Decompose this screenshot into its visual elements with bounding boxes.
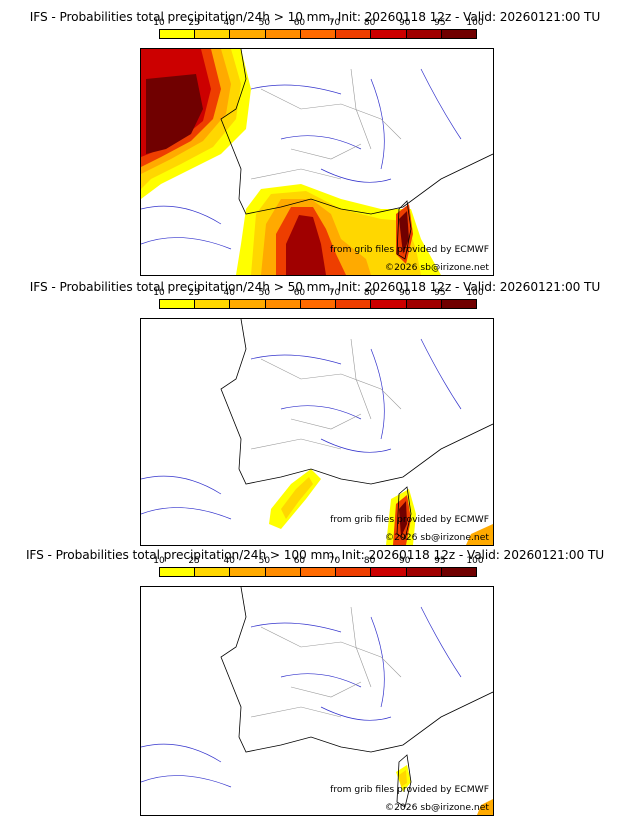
map-100mm: from grib files provided by ECMWF ©2026 …: [140, 586, 494, 816]
colorbar-segment: [406, 30, 442, 38]
colorbar-tick-label: 100: [466, 556, 484, 566]
colorbar-tick-label: 25: [188, 18, 200, 28]
colorbar-segment: [336, 30, 372, 38]
credit-copyright: ©2026 sb@irizone.net: [384, 532, 489, 543]
colorbar-tick-label: 40: [223, 556, 235, 566]
colorbar-segment: [371, 30, 407, 38]
colorbar-segment: [371, 300, 407, 308]
colorbar-tick-label: 50: [258, 288, 271, 298]
colorbar-segment: [406, 300, 442, 308]
colorbar-ticks: 10 25 40 50 60 70 80 90 95 100: [0, 556, 630, 566]
colorbar-segment: [160, 568, 196, 576]
colorbar-segment: [336, 300, 372, 308]
colorbar: [159, 567, 477, 577]
colorbar-segment: [195, 568, 231, 576]
colorbar-segment: [441, 568, 476, 576]
colorbar-segment: [300, 30, 337, 38]
panel-50mm: IFS - Probabilities total precipitation/…: [0, 280, 630, 548]
colorbar-segment: [441, 30, 476, 38]
colorbar-segment: [441, 300, 476, 308]
colorbar-segment: [265, 300, 301, 308]
colorbar-tick-label: 80: [363, 556, 376, 566]
colorbar-ticks: 10 25 40 50 60 70 80 90 95 100: [0, 288, 630, 298]
credit-copyright: ©2026 sb@irizone.net: [384, 262, 489, 273]
colorbar-tick-label: 25: [188, 288, 200, 298]
colorbar-tick-label: 60: [293, 288, 306, 298]
panel-100mm: IFS - Probabilities total precipitation/…: [0, 548, 630, 818]
panel-title: IFS - Probabilities total precipitation/…: [29, 280, 601, 294]
colorbar-tick-label: 50: [258, 556, 271, 566]
colorbar-tick-label: 10: [153, 18, 165, 28]
colorbar-tick-label: 60: [293, 556, 306, 566]
colorbar-segment: [371, 568, 407, 576]
map-50mm: from grib files provided by ECMWF ©2026 …: [140, 318, 494, 546]
credit-source: from grib files provided by ECMWF: [330, 244, 489, 255]
colorbar-tick-label: 25: [188, 556, 200, 566]
colorbar-tick-label: 80: [363, 288, 376, 298]
map-svg: [141, 587, 493, 815]
colorbar-segment: [160, 300, 196, 308]
colorbar-segment: [265, 30, 301, 38]
credit-copyright: ©2026 sb@irizone.net: [384, 802, 489, 813]
credit-source: from grib files provided by ECMWF: [330, 514, 489, 525]
colorbar-segment: [195, 300, 231, 308]
colorbar-segment: [195, 30, 231, 38]
colorbar-segment: [336, 568, 372, 576]
panel-10mm: IFS - Probabilities total precipitation/…: [0, 10, 630, 278]
colorbar-tick-label: 100: [466, 18, 484, 28]
colorbar-tick-label: 90: [399, 288, 411, 298]
colorbar-tick-label: 95: [434, 288, 446, 298]
map-10mm: from grib files provided by ECMWF ©2026 …: [140, 48, 494, 276]
colorbar-tick-label: 80: [363, 18, 376, 28]
colorbar: [159, 29, 477, 39]
colorbar-tick-label: 95: [434, 18, 446, 28]
map-svg: [141, 49, 493, 275]
colorbar-tick-label: 50: [258, 18, 271, 28]
colorbar-tick-label: 90: [399, 18, 411, 28]
colorbar-tick-label: 60: [293, 18, 306, 28]
colorbar-segment: [230, 300, 266, 308]
panel-title: IFS - Probabilities total precipitation/…: [29, 10, 601, 24]
colorbar-tick-label: 10: [153, 288, 165, 298]
colorbar-segment: [300, 568, 337, 576]
colorbar-tick-label: 90: [399, 556, 411, 566]
colorbar: [159, 299, 477, 309]
colorbar-tick-label: 70: [328, 18, 341, 28]
colorbar-tick-label: 10: [153, 556, 165, 566]
colorbar-segment: [265, 568, 301, 576]
colorbar-segment: [300, 300, 337, 308]
colorbar-tick-label: 95: [434, 556, 446, 566]
colorbar-tick-label: 40: [223, 288, 235, 298]
panel-title: IFS - Probabilities total precipitation/…: [25, 548, 605, 562]
colorbar-segment: [230, 30, 266, 38]
colorbar-tick-label: 70: [328, 556, 341, 566]
colorbar-tick-label: 100: [466, 288, 484, 298]
colorbar-tick-label: 40: [223, 18, 235, 28]
colorbar-segment: [160, 30, 196, 38]
colorbar-segment: [230, 568, 266, 576]
credit-source: from grib files provided by ECMWF: [330, 784, 489, 795]
map-svg: [141, 319, 493, 545]
colorbar-ticks: 10 25 40 50 60 70 80 90 95 100: [0, 18, 630, 28]
colorbar-segment: [406, 568, 442, 576]
colorbar-tick-label: 70: [328, 288, 341, 298]
